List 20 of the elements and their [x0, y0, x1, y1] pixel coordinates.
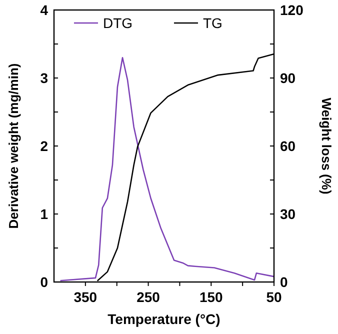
y-tick-label: 3 — [40, 70, 48, 86]
x-tick-label: 250 — [136, 289, 160, 305]
y-tick-label: 4 — [40, 2, 48, 18]
x-tick-label: 150 — [199, 289, 224, 305]
y-axis-title: Derivative weight (mg/min) — [6, 63, 21, 229]
y-tick-label: 2 — [40, 138, 48, 154]
x-axis-title: Temperature (°C) — [108, 311, 220, 327]
y2-tick-label: 30 — [280, 206, 296, 222]
y2-tick-label: 60 — [280, 138, 296, 154]
y2-axis-title: Weight loss (%) — [319, 98, 334, 194]
line-series — [60, 56, 275, 282]
legend-label: TG — [203, 15, 222, 31]
x-tick-label: 50 — [266, 289, 282, 305]
y2-tick-label: 90 — [280, 70, 296, 86]
y-tick-label: 0 — [40, 274, 48, 290]
y2-tick-label: 0 — [280, 274, 288, 290]
x-tick-label: 350 — [74, 289, 98, 305]
y2-tick-label: 120 — [280, 2, 304, 18]
legend-label: DTG — [103, 15, 133, 31]
y-tick-label: 1 — [40, 206, 48, 222]
